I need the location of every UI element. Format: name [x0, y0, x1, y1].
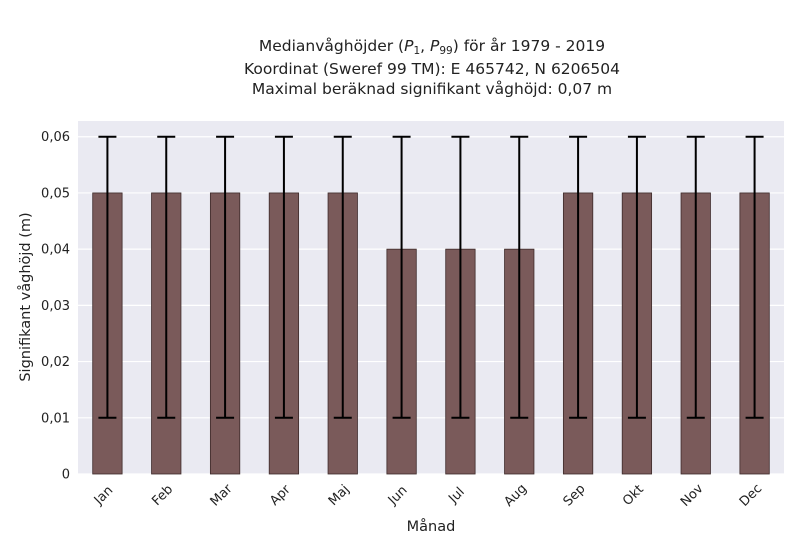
x-tick-label: Aug: [501, 481, 530, 510]
x-tick-label: Sep: [561, 482, 589, 510]
y-tick-label: 0: [62, 468, 70, 483]
x-axis-ticks: Jan Feb Mar Apr Maj Jun Jul Aug Sep Okt Nov Dec: [91, 481, 765, 510]
y-tick-label: 0,04: [41, 243, 70, 258]
chart-title: Medianvåghöjder (P1, P99) för år 1979 - …: [244, 37, 620, 98]
error-bar-dec: [745, 135, 764, 419]
x-tick-label: Feb: [149, 482, 176, 509]
error-bar-sep: [569, 135, 588, 419]
x-tick-label: Apr: [267, 482, 294, 509]
error-bar-okt: [627, 135, 646, 419]
x-tick-label: Nov: [678, 481, 707, 510]
y-tick-label: 0,05: [41, 186, 70, 201]
x-tick-label: Mar: [208, 481, 236, 509]
x-tick-label: Maj: [326, 482, 353, 509]
error-bar-apr: [274, 135, 293, 419]
error-bar-jun: [392, 135, 411, 419]
error-bar-maj: [333, 135, 352, 419]
x-tick-label: Jun: [385, 483, 411, 509]
x-axis-label: Månad: [407, 518, 456, 535]
error-bar-mar: [216, 135, 235, 419]
y-tick-label: 0,03: [41, 299, 70, 314]
y-tick-label: 0,06: [41, 130, 70, 145]
error-bars: [98, 135, 764, 419]
y-axis-ticks: 0 0,01 0,02 0,03 0,04 0,05 0,06: [41, 130, 70, 482]
error-bar-nov: [686, 135, 705, 419]
title-line-3: Maximal beräknad signifikant våghöjd: 0,…: [252, 80, 612, 98]
error-bar-jul: [451, 135, 470, 419]
x-tick-label: Jul: [445, 485, 467, 507]
gridlines: [78, 136, 784, 475]
x-tick-label: Okt: [620, 482, 647, 509]
x-tick-label: Jan: [91, 483, 116, 508]
error-bar-aug: [510, 135, 529, 419]
title-line-2: Koordinat (Sweref 99 TM): E 465742, N 62…: [244, 60, 620, 78]
title-line-1: Medianvåghöjder (P1, P99) för år 1979 - …: [259, 37, 605, 57]
x-tick-label: Dec: [737, 481, 765, 509]
y-tick-label: 0,01: [41, 411, 70, 426]
plot-area: [78, 121, 784, 474]
error-bar-jan: [98, 135, 117, 419]
y-tick-label: 0,02: [41, 355, 70, 370]
y-axis-label: Signifikant våghöjd (m): [17, 212, 34, 381]
error-bar-feb: [157, 135, 176, 419]
